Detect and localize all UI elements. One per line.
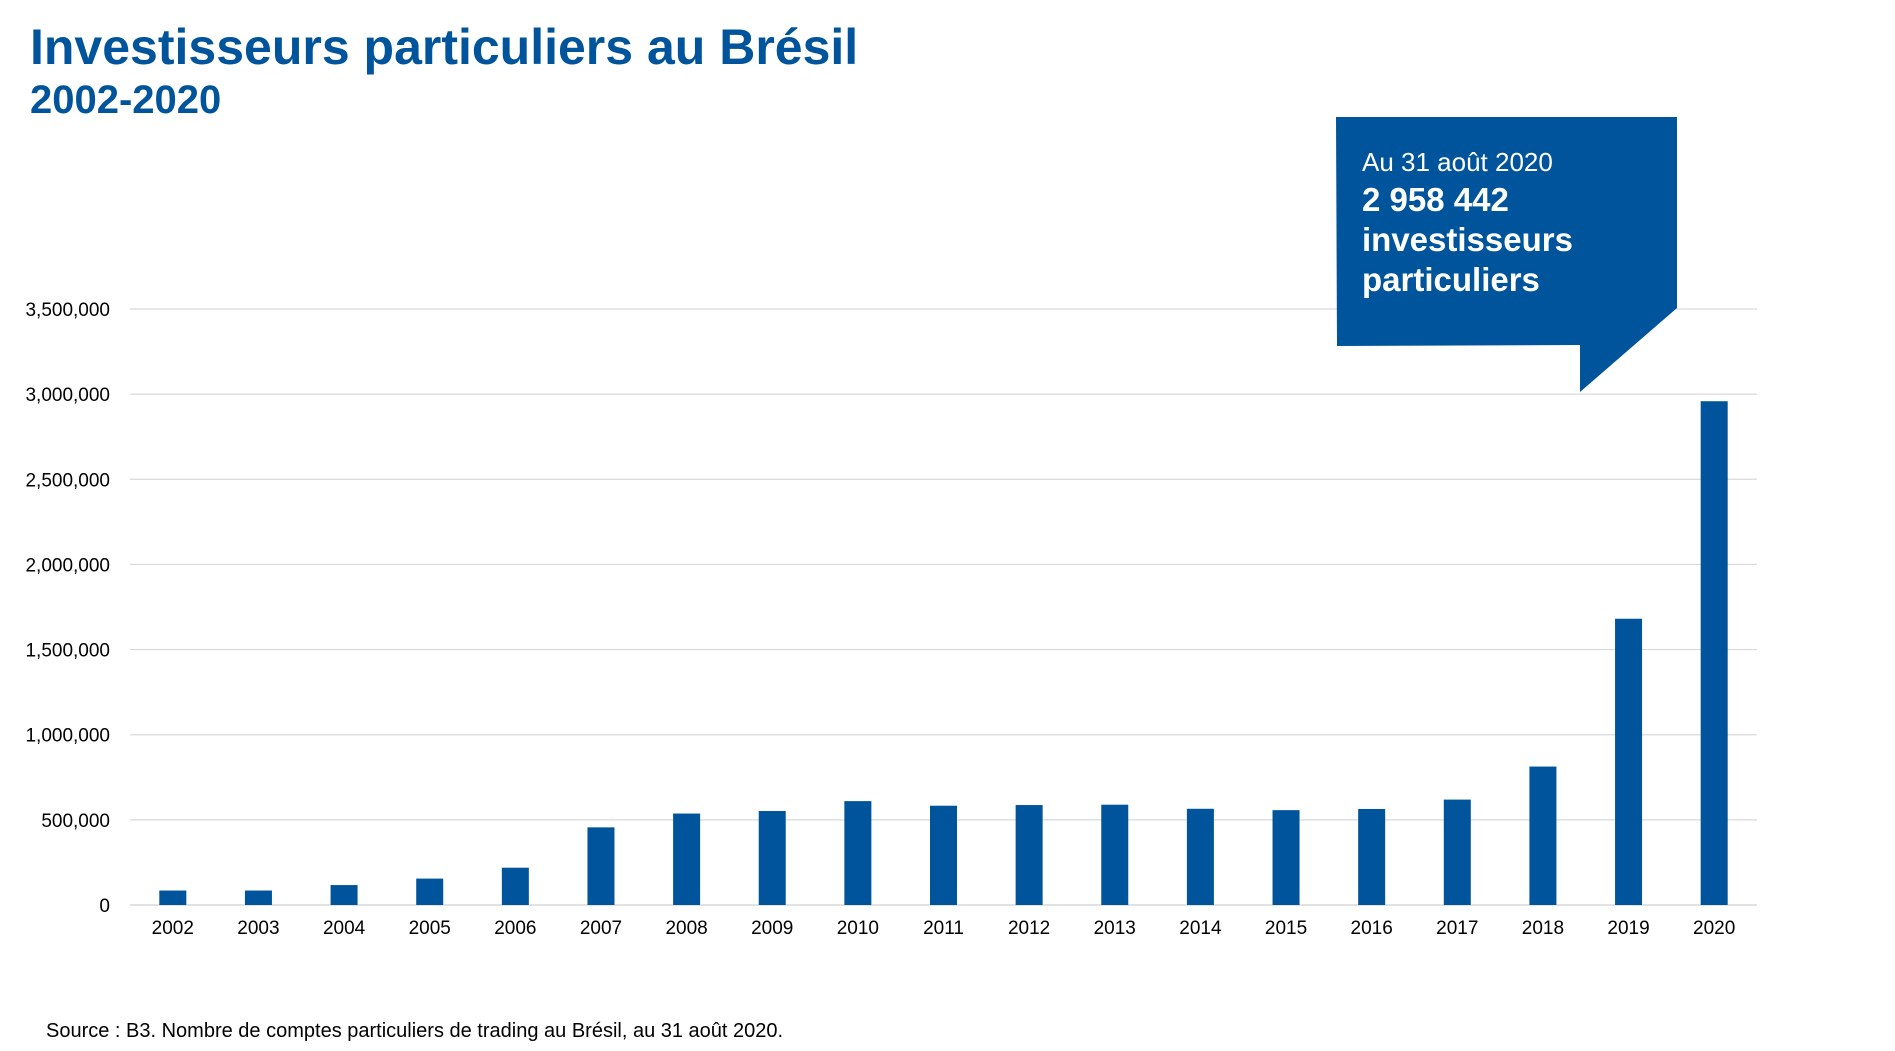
bar-2019 (1615, 618, 1643, 905)
x-tick-label: 2016 (1351, 918, 1393, 939)
y-tick-label: 3,500,000 (25, 300, 110, 321)
x-tick-label: 2004 (323, 918, 366, 939)
x-tick-label: 2008 (665, 918, 707, 939)
y-tick-label: 1,000,000 (25, 726, 110, 747)
bar-2009 (758, 811, 786, 905)
bar-2003 (244, 890, 272, 905)
bar-2020 (1700, 401, 1728, 905)
bar-2016 (1358, 808, 1386, 905)
y-tick-label: 3,000,000 (25, 385, 110, 406)
x-tick-label: 2005 (409, 918, 451, 939)
bar-2012 (1015, 805, 1043, 905)
callout-box (1336, 117, 1677, 392)
callout-date: Au 31 août 2020 (1362, 147, 1553, 177)
bar-2006 (501, 867, 529, 905)
bar-2010 (844, 801, 872, 905)
x-tick-label: 2007 (580, 918, 622, 939)
y-tick-label: 0 (99, 896, 110, 917)
bar-2002 (159, 890, 187, 905)
x-tick-label: 2013 (1094, 918, 1136, 939)
x-tick-label: 2017 (1436, 918, 1478, 939)
bar-2013 (1101, 804, 1129, 905)
callout-description: investisseurs particuliers (1362, 221, 1573, 298)
x-tick-label: 2014 (1179, 918, 1222, 939)
y-tick-label: 500,000 (41, 811, 110, 832)
bar-2008 (673, 813, 701, 905)
bars (159, 401, 1728, 905)
bar-2017 (1443, 799, 1471, 905)
bar-2004 (330, 885, 358, 905)
y-axis-tick-labels: 0 500,000 1,000,000 1,500,000 2,000,000 2,500… (25, 300, 110, 917)
x-tick-label: 2018 (1522, 918, 1564, 939)
x-tick-label: 2010 (837, 918, 879, 939)
source-note: Source : B3. Nombre de comptes particuli… (46, 1020, 784, 1042)
bar-2014 (1186, 808, 1214, 905)
x-tick-label: 2003 (237, 918, 279, 939)
x-axis-tick-labels: 2002 2003 2004 2005 2006 2007 2008 2009 2010 2011… (152, 918, 1736, 939)
x-tick-label: 2020 (1693, 918, 1735, 939)
bar-2007 (587, 827, 615, 905)
y-tick-label: 2,500,000 (25, 470, 110, 491)
x-tick-label: 2011 (923, 918, 964, 939)
x-tick-label: 2019 (1607, 918, 1649, 939)
y-tick-label: 1,500,000 (25, 641, 110, 662)
bar-2005 (416, 878, 444, 905)
callout-number: 2 958 442 (1362, 181, 1509, 218)
y-tick-label: 2,000,000 (25, 555, 110, 576)
bar-2018 (1529, 766, 1557, 905)
chart-title: Investisseurs particuliers au Brésil (30, 19, 859, 75)
x-tick-label: 2015 (1265, 918, 1307, 939)
chart-subtitle: 2002-2020 (30, 78, 222, 122)
bar-2015 (1272, 810, 1300, 905)
x-tick-label: 2012 (1008, 918, 1050, 939)
bar-2011 (930, 805, 957, 905)
callout-annotation: Au 31 août 2020 2 958 442 investisseurs … (1362, 146, 1672, 300)
x-tick-label: 2006 (494, 918, 536, 939)
x-tick-label: 2009 (751, 918, 793, 939)
x-tick-label: 2002 (152, 918, 194, 939)
